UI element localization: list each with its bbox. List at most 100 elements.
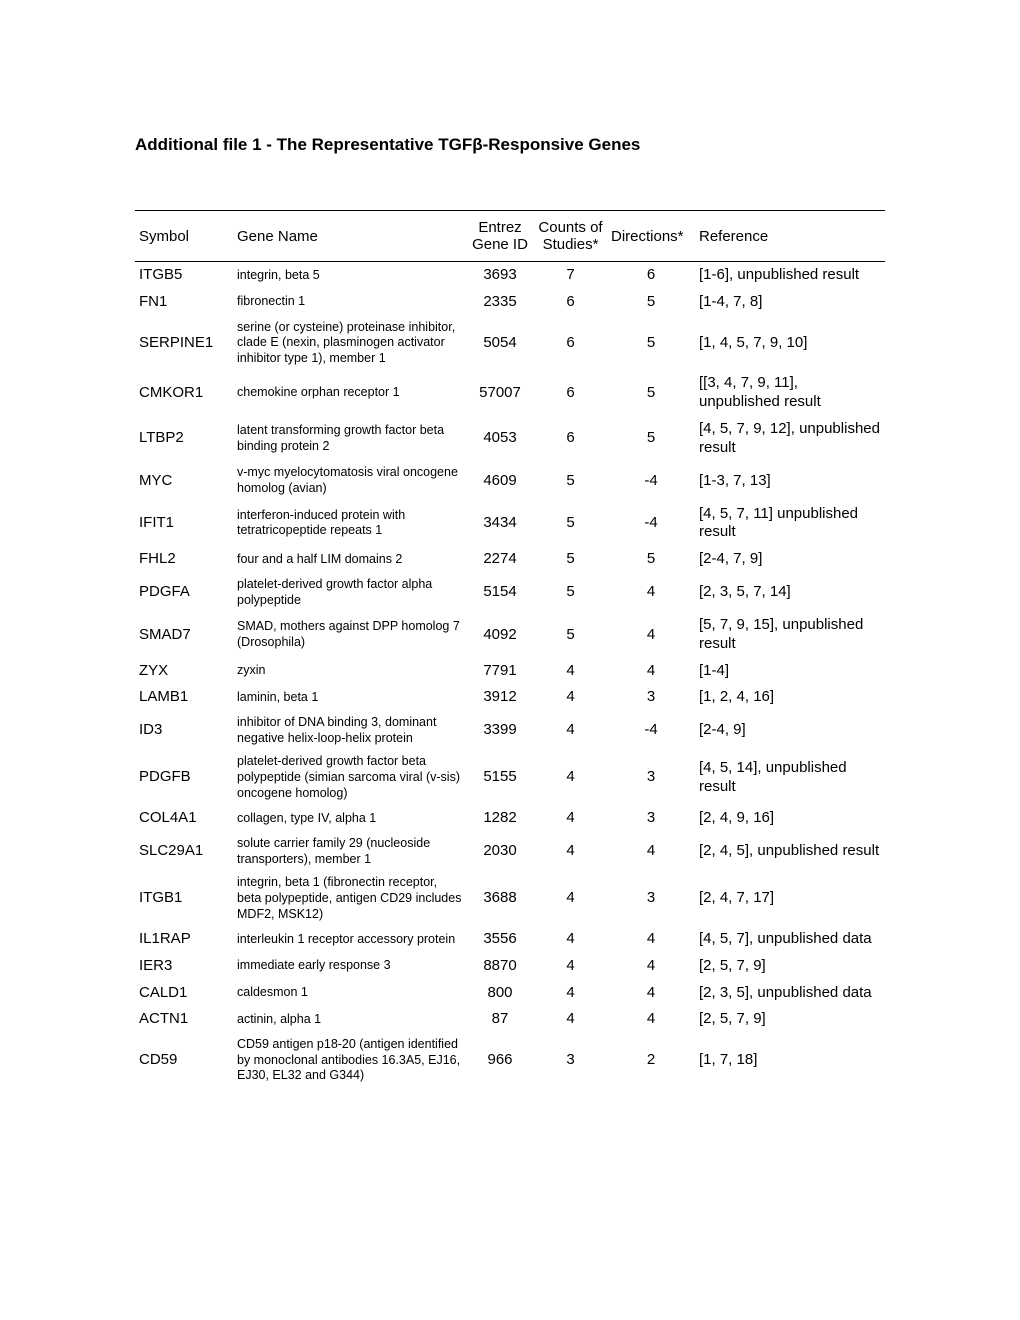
cell-id: 7791	[466, 658, 534, 685]
cell-ref: [2-4, 9]	[695, 711, 885, 750]
table-row: IER3immediate early response 3887044[2, …	[135, 953, 885, 980]
cell-id: 5155	[466, 750, 534, 805]
cell-counts: 4	[534, 871, 607, 926]
cell-symbol: ID3	[135, 711, 233, 750]
cell-name: actinin, alpha 1	[233, 1006, 466, 1033]
cell-dir: 5	[607, 316, 695, 371]
cell-id: 87	[466, 1006, 534, 1033]
cell-symbol: CMKOR1	[135, 370, 233, 416]
cell-name: serine (or cysteine) proteinase inhibito…	[233, 316, 466, 371]
cell-counts: 5	[534, 546, 607, 573]
cell-id: 4053	[466, 416, 534, 462]
cell-ref: [2, 4, 9, 16]	[695, 805, 885, 832]
cell-counts: 3	[534, 1033, 607, 1088]
table-row: LTBP2latent transforming growth factor b…	[135, 416, 885, 462]
cell-name: fibronectin 1	[233, 289, 466, 316]
cell-counts: 7	[534, 262, 607, 289]
cell-name: inhibitor of DNA binding 3, dominant neg…	[233, 711, 466, 750]
table-row: SLC29A1solute carrier family 29 (nucleos…	[135, 832, 885, 871]
table-row: IL1RAPinterleukin 1 receptor accessory p…	[135, 926, 885, 953]
cell-dir: -4	[607, 461, 695, 500]
cell-name: immediate early response 3	[233, 953, 466, 980]
cell-dir: 4	[607, 658, 695, 685]
cell-id: 966	[466, 1033, 534, 1088]
cell-dir: -4	[607, 501, 695, 547]
cell-ref: [2, 3, 5], unpublished data	[695, 980, 885, 1007]
cell-dir: 3	[607, 871, 695, 926]
cell-symbol: SLC29A1	[135, 832, 233, 871]
cell-counts: 5	[534, 612, 607, 658]
cell-counts: 4	[534, 750, 607, 805]
cell-symbol: MYC	[135, 461, 233, 500]
cell-ref: [1-4]	[695, 658, 885, 685]
table-header-row: Symbol Gene Name Entrez Gene ID Counts o…	[135, 211, 885, 262]
cell-symbol: PDGFA	[135, 573, 233, 612]
cell-id: 4092	[466, 612, 534, 658]
cell-id: 1282	[466, 805, 534, 832]
cell-ref: [2, 4, 7, 17]	[695, 871, 885, 926]
cell-symbol: IL1RAP	[135, 926, 233, 953]
cell-ref: [1-4, 7, 8]	[695, 289, 885, 316]
cell-name: integrin, beta 1 (fibronectin receptor, …	[233, 871, 466, 926]
cell-id: 3912	[466, 684, 534, 711]
table-row: ACTN1actinin, alpha 18744[2, 5, 7, 9]	[135, 1006, 885, 1033]
cell-dir: 5	[607, 416, 695, 462]
cell-dir: 4	[607, 612, 695, 658]
cell-dir: -4	[607, 711, 695, 750]
cell-name: platelet-derived growth factor alpha pol…	[233, 573, 466, 612]
cell-symbol: SERPINE1	[135, 316, 233, 371]
cell-id: 5154	[466, 573, 534, 612]
cell-ref: [5, 7, 9, 15], unpublished result	[695, 612, 885, 658]
table-row: SMAD7SMAD, mothers against DPP homolog 7…	[135, 612, 885, 658]
table-row: ZYXzyxin779144[1-4]	[135, 658, 885, 685]
cell-symbol: LTBP2	[135, 416, 233, 462]
table-row: PDGFBplatelet-derived growth factor beta…	[135, 750, 885, 805]
cell-dir: 6	[607, 262, 695, 289]
cell-name: laminin, beta 1	[233, 684, 466, 711]
cell-id: 3556	[466, 926, 534, 953]
cell-id: 800	[466, 980, 534, 1007]
cell-dir: 5	[607, 546, 695, 573]
cell-symbol: ACTN1	[135, 1006, 233, 1033]
table-row: FN1fibronectin 1233565[1-4, 7, 8]	[135, 289, 885, 316]
cell-counts: 5	[534, 501, 607, 547]
cell-dir: 4	[607, 832, 695, 871]
cell-name: chemokine orphan receptor 1	[233, 370, 466, 416]
cell-symbol: ITGB1	[135, 871, 233, 926]
cell-dir: 4	[607, 953, 695, 980]
cell-ref: [1, 4, 5, 7, 9, 10]	[695, 316, 885, 371]
cell-ref: [[3, 4, 7, 9, 11], unpublished result	[695, 370, 885, 416]
cell-counts: 4	[534, 658, 607, 685]
cell-symbol: COL4A1	[135, 805, 233, 832]
cell-ref: [4, 5, 14], unpublished result	[695, 750, 885, 805]
cell-counts: 6	[534, 316, 607, 371]
cell-name: four and a half LIM domains 2	[233, 546, 466, 573]
cell-name: platelet-derived growth factor beta poly…	[233, 750, 466, 805]
cell-id: 57007	[466, 370, 534, 416]
cell-dir: 5	[607, 289, 695, 316]
cell-dir: 4	[607, 980, 695, 1007]
cell-ref: [4, 5, 7, 9, 12], unpublished result	[695, 416, 885, 462]
col-dir: Directions*	[607, 211, 695, 262]
cell-counts: 4	[534, 805, 607, 832]
cell-id: 5054	[466, 316, 534, 371]
cell-name: zyxin	[233, 658, 466, 685]
cell-symbol: IER3	[135, 953, 233, 980]
cell-dir: 2	[607, 1033, 695, 1088]
cell-ref: [2, 3, 5, 7, 14]	[695, 573, 885, 612]
cell-counts: 4	[534, 711, 607, 750]
cell-name: v-myc myelocytomatosis viral oncogene ho…	[233, 461, 466, 500]
cell-symbol: ZYX	[135, 658, 233, 685]
table-row: FHL2four and a half LIM domains 2227455[…	[135, 546, 885, 573]
cell-counts: 6	[534, 370, 607, 416]
cell-dir: 4	[607, 573, 695, 612]
table-body: ITGB5integrin, beta 5369376[1-6], unpubl…	[135, 262, 885, 1089]
cell-id: 2274	[466, 546, 534, 573]
cell-counts: 4	[534, 684, 607, 711]
cell-name: latent transforming growth factor beta b…	[233, 416, 466, 462]
col-counts: Counts of Studies*	[534, 211, 607, 262]
table-row: ITGB5integrin, beta 5369376[1-6], unpubl…	[135, 262, 885, 289]
cell-counts: 4	[534, 1006, 607, 1033]
cell-id: 2335	[466, 289, 534, 316]
col-symbol: Symbol	[135, 211, 233, 262]
